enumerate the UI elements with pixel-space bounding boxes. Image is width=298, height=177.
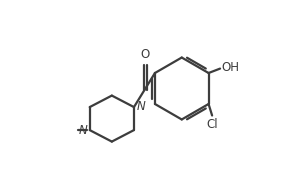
Text: N: N (79, 124, 87, 137)
Text: O: O (141, 48, 150, 61)
Text: Cl: Cl (206, 118, 218, 131)
Text: N: N (136, 100, 145, 113)
Text: OH: OH (222, 61, 240, 74)
